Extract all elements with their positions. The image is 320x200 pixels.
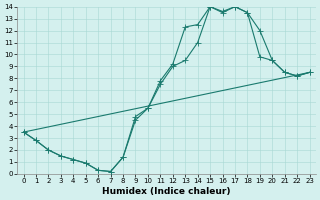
X-axis label: Humidex (Indice chaleur): Humidex (Indice chaleur): [102, 187, 231, 196]
